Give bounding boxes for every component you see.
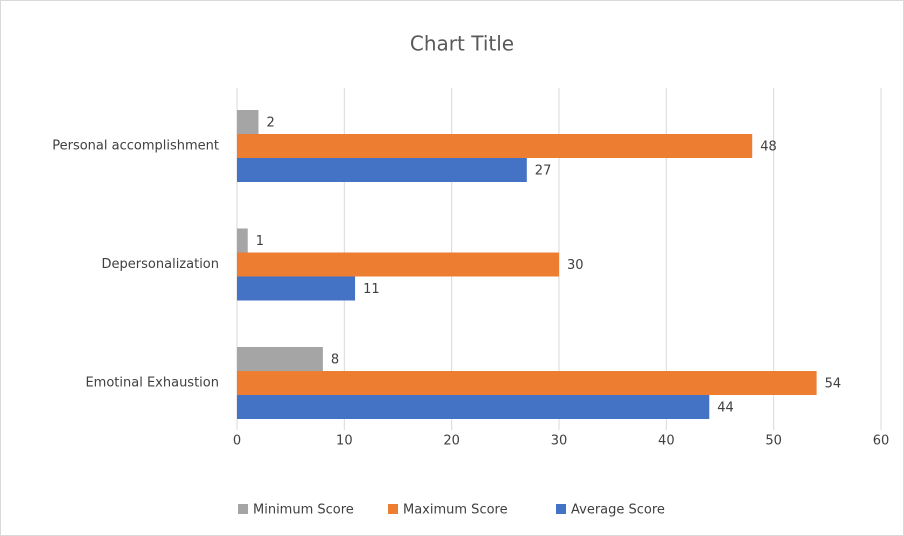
- data-label: 2: [266, 116, 274, 131]
- bar: [237, 110, 259, 134]
- legend-swatch: [388, 504, 398, 514]
- bar: [237, 395, 710, 419]
- legend-label: Average Score: [571, 503, 665, 518]
- legend-label: Minimum Score: [253, 503, 354, 518]
- data-label: 54: [825, 377, 842, 392]
- data-label: 44: [717, 401, 734, 416]
- bar: [237, 158, 527, 182]
- data-label: 27: [535, 164, 552, 179]
- bar: [237, 371, 817, 395]
- x-tick-label: 40: [658, 434, 675, 449]
- chart-title: Chart Title: [410, 32, 514, 56]
- x-tick-label: 20: [443, 434, 460, 449]
- x-tick-label: 10: [336, 434, 353, 449]
- x-tick-label: 50: [765, 434, 782, 449]
- bar: [237, 228, 248, 253]
- y-tick-label: Personal accomplishment: [52, 139, 219, 154]
- bar: [237, 276, 356, 301]
- bar: [237, 134, 753, 158]
- x-tick-label: 30: [551, 434, 568, 449]
- data-label: 8: [331, 353, 339, 368]
- legend-label: Maximum Score: [403, 503, 508, 518]
- data-label: 11: [363, 282, 380, 297]
- bar: [237, 252, 559, 277]
- data-label: 1: [256, 234, 264, 249]
- data-label: 48: [760, 140, 777, 155]
- legend-swatch: [556, 504, 566, 514]
- legend-swatch: [238, 504, 248, 514]
- data-label: 30: [567, 258, 584, 273]
- x-tick-label: 60: [873, 434, 890, 449]
- x-tick-label: 0: [233, 434, 241, 449]
- bar: [237, 347, 323, 371]
- y-tick-label: Depersonalization: [102, 257, 219, 272]
- y-tick-label: Emotinal Exhaustion: [85, 376, 219, 391]
